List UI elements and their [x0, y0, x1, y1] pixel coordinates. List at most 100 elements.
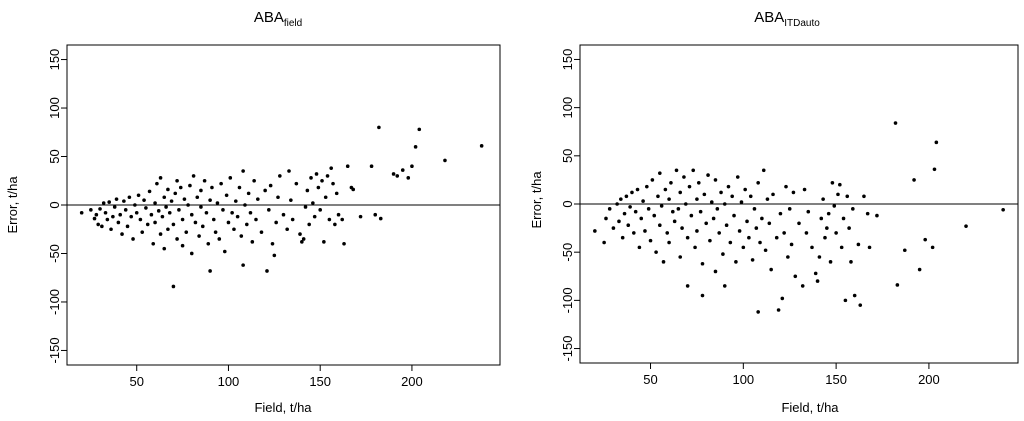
data-point [669, 181, 673, 185]
data-point [659, 204, 664, 208]
y-tick-label: -100 [47, 289, 62, 315]
data-point [378, 216, 383, 221]
data-point [648, 238, 653, 243]
data-point [810, 245, 814, 250]
data-point [221, 208, 225, 212]
data-point [630, 190, 634, 195]
data-point [235, 214, 240, 219]
data-point [637, 245, 642, 250]
data-point [164, 205, 168, 209]
data-point [791, 190, 796, 195]
data-point [758, 240, 762, 245]
data-point [841, 216, 846, 221]
data-point [199, 205, 203, 209]
data-point [162, 246, 167, 251]
data-point [604, 216, 608, 221]
data-point [719, 190, 723, 195]
x-tick-label: 200 [918, 372, 940, 387]
y-tick-label: 150 [47, 49, 62, 71]
data-point [724, 223, 729, 227]
data-point [301, 237, 306, 241]
scatter-points [79, 125, 484, 289]
data-point [774, 235, 779, 240]
x-tick-label: 50 [643, 372, 657, 387]
data-point [177, 208, 181, 212]
data-point [162, 195, 167, 200]
data-point [865, 211, 870, 216]
scatter-points [593, 121, 1005, 314]
data-point [769, 267, 773, 272]
data-point [303, 205, 308, 209]
x-axis: 50 100 150 200 [129, 365, 423, 389]
data-point [208, 269, 212, 273]
data-point [307, 222, 311, 227]
data-point [771, 192, 775, 197]
data-point [122, 199, 126, 203]
x-tick-label: 50 [129, 374, 143, 389]
data-point [654, 250, 658, 254]
y-tick-label: -150 [47, 337, 62, 363]
data-point [734, 260, 738, 264]
data-point [120, 232, 124, 236]
data-point [314, 172, 319, 176]
data-point [713, 178, 718, 182]
data-point [153, 201, 157, 205]
data-point [400, 168, 405, 172]
data-point [186, 203, 190, 207]
data-point [285, 227, 289, 232]
data-point [750, 258, 755, 262]
data-point [406, 176, 411, 180]
data-point [862, 194, 866, 199]
data-point [628, 205, 632, 209]
data-point [828, 260, 833, 264]
data-point [276, 195, 280, 200]
data-point [171, 284, 176, 289]
data-point [479, 144, 484, 148]
data-point [175, 178, 179, 183]
x-tick-label: 100 [218, 374, 240, 389]
data-point [195, 195, 200, 200]
data-point [680, 226, 684, 230]
data-point [241, 263, 245, 267]
y-tick-label: 100 [560, 97, 575, 119]
data-point [160, 214, 165, 219]
data-point [79, 210, 84, 215]
data-point [331, 181, 335, 186]
data-point [200, 224, 205, 229]
data-point [702, 192, 707, 197]
data-point [813, 271, 818, 276]
data-point [709, 200, 714, 204]
data-point [852, 293, 857, 298]
data-point [615, 202, 619, 206]
data-point [737, 229, 742, 233]
y-axis: -150 -100 -50 0 50 100 150 [47, 49, 67, 363]
data-point [204, 210, 209, 215]
data-point [620, 235, 625, 240]
data-point [761, 168, 766, 173]
data-point [158, 176, 163, 180]
data-point [745, 219, 749, 224]
data-point [711, 216, 716, 221]
data-point [658, 171, 662, 175]
x-axis-label: Field, t/ha [254, 400, 312, 415]
data-point [752, 207, 757, 211]
data-point [817, 255, 822, 259]
data-point [311, 201, 315, 205]
data-point [619, 197, 623, 201]
data-point [678, 190, 683, 195]
data-point [641, 199, 645, 203]
chart-panel-field: ABAfield -150 -100 -50 0 50 100 150 50 100 150 20… [5, 9, 501, 415]
data-point [144, 206, 148, 210]
data-point [767, 221, 772, 226]
data-point [98, 207, 102, 211]
data-point [309, 176, 313, 180]
data-point [100, 224, 104, 229]
data-point [217, 237, 222, 241]
data-point [256, 197, 260, 201]
data-point [635, 187, 640, 192]
data-point [318, 208, 322, 212]
data-point [650, 178, 655, 182]
data-point [721, 252, 725, 256]
data-point [298, 232, 302, 236]
data-point [413, 145, 418, 149]
